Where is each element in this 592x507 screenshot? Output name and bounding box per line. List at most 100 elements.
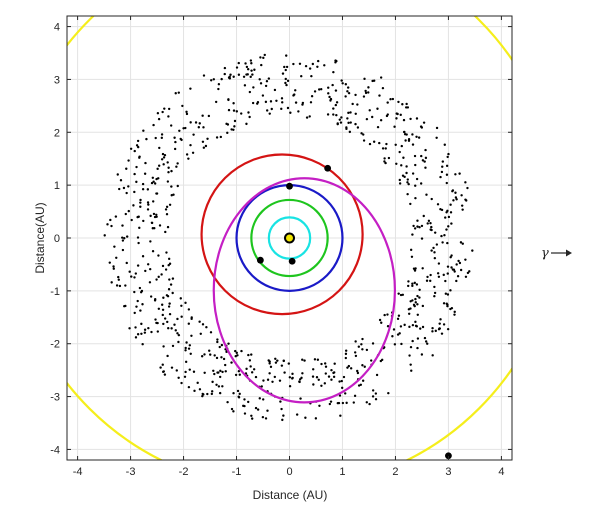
asteroid-point — [218, 375, 222, 379]
asteroid-point — [157, 164, 161, 167]
asteroid-point — [284, 81, 287, 85]
asteroid-point — [197, 126, 201, 129]
asteroid-point — [407, 139, 411, 142]
asteroid-point — [334, 89, 338, 92]
asteroid-point — [330, 378, 333, 381]
vernal-equinox-marker: γ — [541, 246, 572, 261]
asteroid-point — [141, 188, 145, 191]
asteroid-point — [227, 108, 231, 112]
asteroid-point — [227, 342, 230, 345]
asteroid-point — [346, 117, 349, 120]
asteroid-point — [207, 114, 211, 118]
asteroid-point — [282, 414, 285, 417]
asteroid-point — [282, 359, 285, 363]
asteroid-point — [232, 109, 236, 112]
asteroid-point — [220, 343, 224, 347]
asteroid-point — [378, 141, 381, 145]
asteroid-point — [445, 173, 449, 176]
asteroid-point — [409, 202, 412, 206]
asteroid-point — [140, 289, 144, 293]
asteroid-point — [332, 107, 335, 110]
asteroid-point — [433, 291, 437, 295]
x-tick-label: 3 — [445, 466, 451, 478]
asteroid-point — [162, 370, 166, 373]
asteroid-point — [411, 172, 415, 175]
asteroid-point — [266, 378, 270, 381]
x-tick-label: -4 — [73, 466, 83, 478]
asteroid-point — [125, 167, 128, 170]
asteroid-point — [128, 327, 131, 330]
asteroid-point — [204, 144, 208, 148]
asteroid-point — [455, 279, 458, 283]
asteroid-point — [346, 86, 350, 89]
asteroid-point — [248, 90, 252, 94]
asteroid-point — [429, 221, 432, 225]
asteroid-point — [151, 249, 155, 253]
asteroid-point — [253, 68, 256, 71]
asteroid-point — [112, 267, 115, 270]
asteroid-point — [267, 77, 271, 80]
asteroid-point — [173, 147, 177, 151]
asteroid-point — [393, 125, 396, 128]
asteroid-point — [146, 201, 150, 204]
asteroid-point — [426, 222, 429, 225]
asteroid-point — [441, 160, 445, 163]
asteroid-point — [144, 161, 147, 165]
asteroid-point — [180, 304, 183, 307]
x-tick-label: 2 — [392, 466, 398, 478]
y-tick-label: -4 — [50, 444, 60, 456]
asteroid-point — [461, 242, 464, 245]
asteroid-point — [221, 385, 224, 388]
asteroid-point — [135, 144, 139, 147]
asteroid-point — [353, 394, 357, 398]
asteroid-point — [235, 110, 239, 113]
asteroid-point — [327, 92, 330, 95]
asteroid-point — [446, 155, 449, 159]
asteroid-point — [114, 215, 118, 218]
asteroid-point — [360, 343, 363, 346]
asteroid-point — [408, 354, 411, 357]
asteroid-point — [203, 371, 206, 374]
asteroid-point — [146, 188, 150, 191]
asteroid-point — [116, 173, 119, 176]
asteroid-point — [423, 336, 427, 340]
asteroid-point — [439, 175, 442, 179]
asteroid-point — [420, 237, 424, 240]
asteroid-point — [421, 159, 425, 162]
asteroid-point — [175, 165, 178, 168]
asteroid-point — [173, 136, 176, 139]
asteroid-point — [166, 295, 170, 298]
asteroid-point — [340, 386, 344, 390]
asteroid-point — [268, 362, 271, 365]
asteroid-point — [250, 69, 253, 72]
asteroid-point — [411, 323, 415, 327]
asteroid-point — [359, 383, 363, 386]
asteroid-point — [223, 363, 227, 367]
asteroid-point — [167, 166, 170, 169]
asteroid-point — [411, 133, 414, 136]
asteroid-point — [249, 59, 253, 62]
asteroid-point — [392, 328, 396, 331]
asteroid-point — [303, 359, 306, 362]
asteroid-point — [426, 275, 429, 279]
asteroid-point — [412, 303, 416, 307]
asteroid-point — [138, 226, 141, 230]
asteroid-point — [162, 345, 165, 348]
asteroid-point — [442, 323, 446, 326]
asteroid-point — [291, 372, 294, 376]
asteroid-point — [335, 101, 339, 104]
asteroid-point — [397, 100, 400, 104]
asteroid-point — [418, 296, 421, 299]
asteroid-point — [361, 379, 365, 382]
asteroid-point — [139, 309, 142, 312]
asteroid-point — [387, 391, 390, 395]
asteroid-point — [271, 380, 274, 383]
asteroid-point — [338, 118, 341, 121]
asteroid-point — [435, 136, 438, 139]
asteroid-point — [162, 156, 166, 159]
asteroid-point — [285, 65, 289, 69]
asteroid-point — [311, 375, 315, 378]
asteroid-point — [443, 143, 446, 146]
asteroid-point — [311, 62, 315, 66]
asteroid-point — [202, 74, 206, 77]
